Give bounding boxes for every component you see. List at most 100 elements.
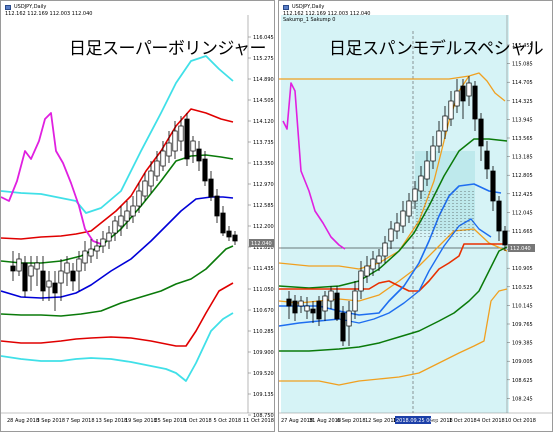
price-candle	[64, 262, 70, 274]
price-candle	[502, 230, 508, 246]
price-candle	[202, 158, 208, 182]
price-candle	[346, 310, 352, 327]
bollinger-lower1-line	[1, 245, 234, 317]
price-candle	[310, 308, 316, 314]
price-candle	[460, 85, 466, 102]
time-tick-label: 31 Aug 2018	[309, 418, 341, 424]
bollinger-upper1-line	[1, 154, 234, 264]
price-candle	[178, 125, 184, 142]
price-tick-label: 112.425	[512, 192, 533, 198]
bollinger-chart-panel[interactable]: USDJPY,Daily 112.162 112.169 112.003 112…	[0, 0, 275, 432]
time-tick-label: 7 Sep 2018	[66, 418, 95, 424]
price-candle	[424, 160, 430, 180]
price-candle	[412, 188, 418, 202]
current-price-label: 112.040	[251, 241, 272, 247]
price-candle	[136, 190, 142, 207]
span-blue-line-2	[279, 218, 492, 327]
price-tick-label: 111.050	[253, 287, 274, 293]
price-tick-label: 110.145	[512, 303, 533, 309]
price-candle	[40, 270, 46, 292]
price-tick-label: 114.325	[512, 99, 533, 105]
price-tick-label: 108.750	[253, 413, 274, 419]
price-tick-label: 112.585	[253, 203, 274, 209]
price-tick-label: 109.900	[253, 350, 274, 356]
price-candle	[94, 245, 100, 252]
price-candle	[226, 230, 232, 238]
price-candle	[382, 242, 388, 257]
price-candle	[106, 232, 112, 242]
price-candle	[490, 170, 496, 202]
ohlc-readout: 112.162 112.169 112.003 112.040	[283, 10, 371, 17]
price-candle	[484, 150, 490, 170]
crosshair-date-marker	[395, 416, 431, 424]
indicator-label: Sakump_1 Sakump 0	[283, 17, 336, 23]
price-candle	[190, 140, 196, 152]
price-candle	[46, 280, 52, 288]
price-candle	[298, 300, 304, 307]
symbol-label: USDJPY,Daily	[5, 4, 46, 11]
chart-info-header: USDJPY,Daily 112.162 112.169 112.003 112…	[283, 4, 370, 24]
price-tick-label: 108.625	[512, 378, 533, 384]
price-tick-label: 112.200	[253, 224, 274, 230]
time-tick-label: 25 Sep 2018	[421, 418, 453, 424]
time-tick-label: 12 Sep 2018	[365, 418, 397, 424]
price-candle	[10, 265, 16, 272]
price-candle	[418, 175, 424, 192]
price-candle	[22, 262, 28, 292]
price-tick-label: 109.135	[253, 392, 274, 398]
price-tick-label: 112.805	[512, 173, 533, 179]
price-candle	[16, 258, 22, 272]
price-candle	[88, 248, 94, 257]
time-tick-label: 28 Aug 2018	[7, 418, 39, 424]
time-tick-label: 1 Oct 2018	[184, 418, 212, 424]
price-candle	[340, 312, 346, 342]
price-tick-label: 113.945	[512, 117, 533, 123]
chart-info-header: USDJPY,Daily 112.162 112.169 112.003 112…	[5, 4, 92, 17]
price-tick-label: 111.435	[253, 266, 274, 272]
price-candle	[124, 210, 130, 222]
price-candle	[148, 170, 154, 187]
price-candle	[352, 290, 358, 312]
price-candle	[184, 118, 190, 160]
price-tick-label: 113.565	[512, 136, 533, 142]
bollinger-chart-canvas[interactable]: 116.045 115.275 114.890 114.505 114.120 113.7…	[1, 1, 275, 432]
time-tick-label: 6 Sep 2018	[337, 418, 366, 424]
price-candle	[472, 85, 478, 120]
span-green-lower	[279, 246, 508, 352]
price-candle	[172, 130, 178, 152]
price-candle	[100, 238, 106, 247]
chart-title: 日足スパンモデルスペシャル	[329, 39, 544, 59]
price-candle	[448, 100, 454, 120]
span-model-chart-canvas[interactable]: 115.455 115.085 114.705 114.325 113.945 113.5…	[279, 1, 553, 432]
price-tick-label: 115.085	[512, 62, 533, 68]
price-tick-label: 115.275	[253, 56, 274, 62]
price-tick-label: 114.705	[512, 80, 533, 86]
price-candle	[322, 295, 328, 312]
price-tick-label: 109.520	[253, 371, 274, 377]
bollinger-upper2-line	[1, 108, 234, 240]
price-tick-label: 114.505	[253, 98, 274, 104]
price-tick-label: 108.245	[512, 396, 533, 402]
price-candle	[214, 195, 220, 217]
price-tick-label: 110.525	[512, 285, 533, 291]
price-candle	[388, 228, 394, 242]
price-candle	[196, 148, 202, 162]
price-tick-label: 114.120	[253, 119, 274, 125]
price-tick-label: 113.735	[253, 140, 274, 146]
price-candle	[28, 265, 34, 277]
price-candle	[430, 145, 436, 162]
price-candle	[376, 255, 382, 264]
bollinger-lower3-line	[1, 312, 234, 382]
price-candle	[334, 292, 340, 320]
price-candle	[496, 200, 502, 232]
price-candle	[232, 234, 238, 242]
price-candle	[436, 130, 442, 147]
price-candle	[34, 262, 40, 270]
span-model-chart-panel[interactable]: 115.455 115.085 114.705 114.325 113.945 113.5…	[278, 0, 553, 432]
symbol-label: USDJPY,Daily	[283, 4, 324, 11]
price-candle	[130, 205, 136, 217]
time-tick-label: 25 Sep 2018	[155, 418, 187, 424]
price-tick-label: 110.285	[253, 329, 274, 335]
price-candle	[292, 300, 298, 314]
time-tick-label: 1 Oct 2018	[449, 418, 477, 424]
